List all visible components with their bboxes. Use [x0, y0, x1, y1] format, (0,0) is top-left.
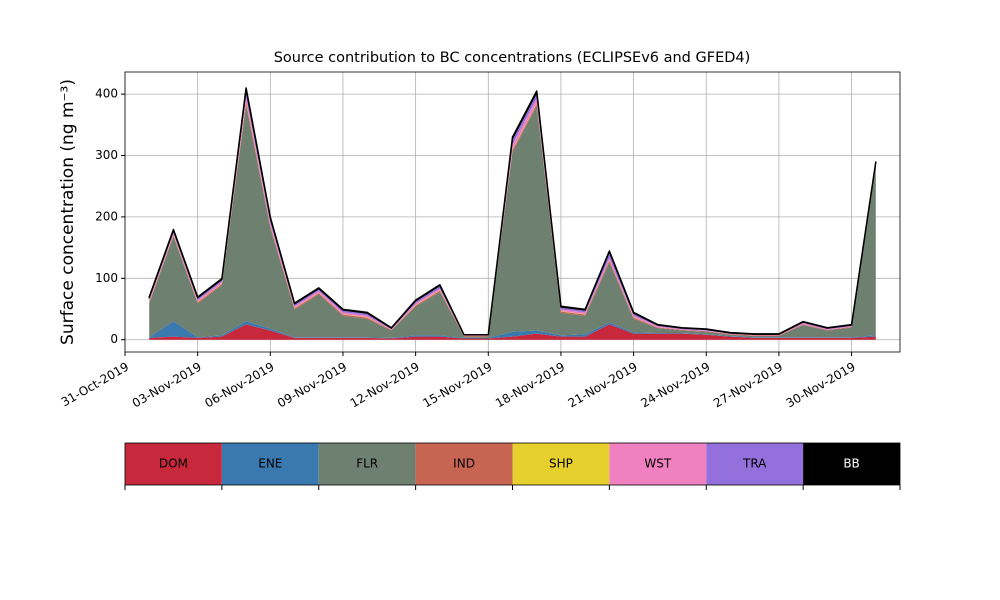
legend-label: TRA — [742, 457, 767, 471]
legend-label: DOM — [159, 457, 188, 471]
legend-swatch — [318, 443, 416, 485]
y-tick-label: 400 — [95, 87, 118, 101]
legend-label: WST — [644, 457, 671, 471]
legend-swatch — [415, 443, 513, 485]
area — [149, 324, 876, 340]
legend-swatch — [125, 443, 222, 485]
legend-swatch — [512, 443, 610, 485]
area — [149, 105, 876, 338]
legend-label: FLR — [356, 457, 378, 471]
x-tick-label: 31-Oct-2019 — [59, 360, 131, 410]
x-tick-label: 18-Nov-2019 — [493, 360, 567, 411]
legend-label: ENE — [258, 457, 282, 471]
x-tick-label: 15-Nov-2019 — [420, 360, 494, 411]
x-tick-label: 24-Nov-2019 — [638, 360, 712, 411]
legend-swatch — [706, 443, 804, 485]
legend-label: BB — [843, 457, 859, 471]
y-tick-label: 300 — [95, 148, 118, 162]
y-tick-label: 100 — [95, 271, 118, 285]
x-tick-label: 06-Nov-2019 — [202, 360, 276, 411]
legend-swatch — [221, 443, 319, 485]
x-tick-label: 09-Nov-2019 — [275, 360, 349, 411]
legend-swatch — [609, 443, 707, 485]
area — [148, 87, 877, 336]
y-tick-label: 0 — [110, 332, 118, 346]
plot-frame — [124, 71, 901, 353]
x-tick-label: 30-Nov-2019 — [784, 360, 858, 411]
legend-label: IND — [453, 457, 475, 471]
x-tick-label: 03-Nov-2019 — [130, 360, 204, 411]
x-tick-label: 27-Nov-2019 — [711, 360, 785, 411]
legend-swatch — [803, 443, 900, 485]
area — [149, 321, 876, 339]
y-axis-label: Surface concentration (ng m⁻³) — [58, 79, 78, 345]
chart-title: Source contribution to BC concentrations… — [274, 50, 751, 66]
legend-label: SHP — [549, 457, 573, 471]
y-tick-label: 200 — [95, 209, 118, 223]
x-tick-label: 12-Nov-2019 — [348, 360, 422, 411]
x-tick-label: 21-Nov-2019 — [566, 360, 640, 411]
